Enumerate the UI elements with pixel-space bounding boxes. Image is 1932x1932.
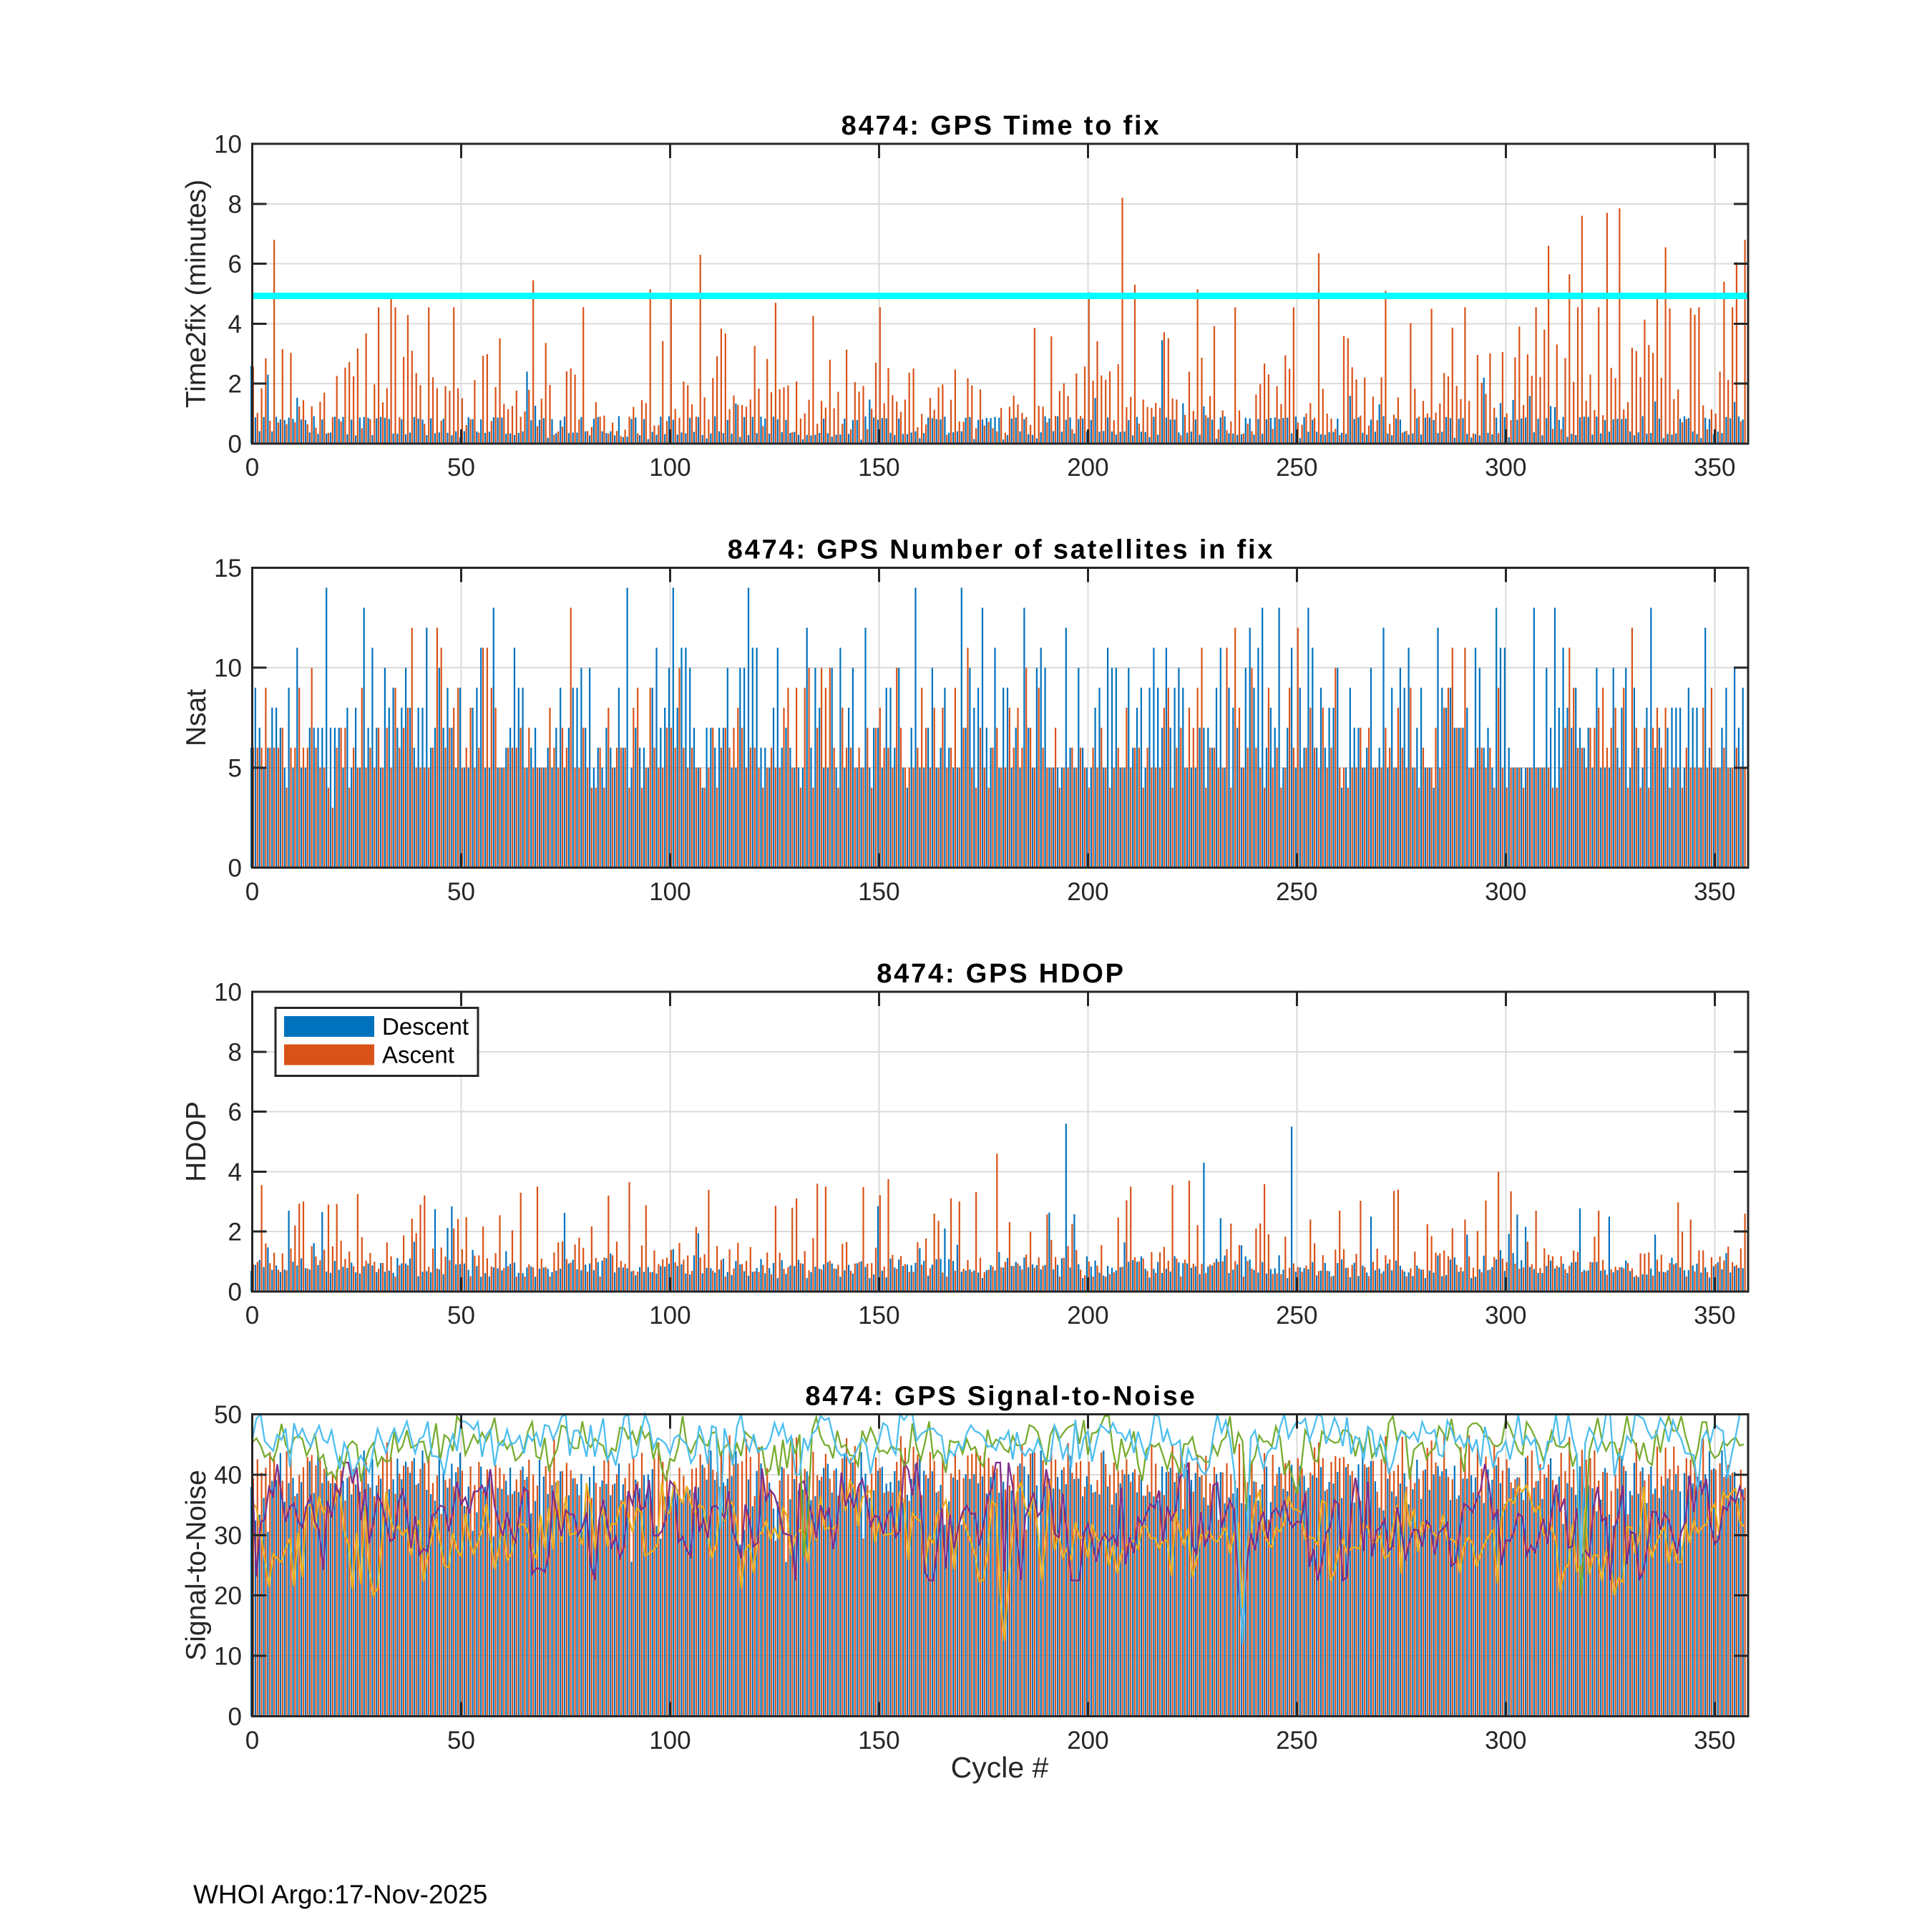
svg-text:4: 4 (228, 1158, 242, 1186)
svg-text:300: 300 (1485, 878, 1526, 906)
svg-text:10: 10 (214, 979, 242, 1007)
svg-text:250: 250 (1276, 454, 1317, 482)
svg-text:10: 10 (214, 131, 242, 159)
svg-text:0: 0 (228, 431, 242, 459)
svg-text:100: 100 (649, 454, 691, 482)
svg-text:50: 50 (214, 1401, 242, 1429)
svg-text:0: 0 (228, 1279, 242, 1307)
svg-text:40: 40 (214, 1461, 242, 1489)
svg-text:10: 10 (214, 1643, 242, 1671)
svg-text:300: 300 (1485, 1302, 1526, 1330)
svg-text:350: 350 (1694, 454, 1735, 482)
svg-text:Descent: Descent (382, 1013, 469, 1040)
svg-text:50: 50 (447, 1302, 475, 1330)
svg-text:50: 50 (447, 1727, 475, 1755)
svg-text:50: 50 (447, 454, 475, 482)
svg-text:10: 10 (214, 655, 242, 683)
svg-text:200: 200 (1067, 1302, 1108, 1330)
svg-text:Time2fix (minutes): Time2fix (minutes) (181, 180, 212, 408)
svg-text:8474: GPS Number of satellites: 8474: GPS Number of satellites in fix (728, 535, 1275, 565)
svg-text:200: 200 (1067, 1727, 1108, 1755)
svg-text:250: 250 (1276, 1727, 1317, 1755)
svg-text:350: 350 (1694, 1727, 1735, 1755)
svg-text:30: 30 (214, 1522, 242, 1550)
svg-text:300: 300 (1485, 1727, 1526, 1755)
svg-text:250: 250 (1276, 1302, 1317, 1330)
svg-text:0: 0 (245, 878, 259, 906)
svg-text:0: 0 (245, 1727, 259, 1755)
svg-text:6: 6 (228, 250, 242, 278)
svg-text:100: 100 (649, 1302, 691, 1330)
svg-text:20: 20 (214, 1582, 242, 1610)
svg-text:50: 50 (447, 878, 475, 906)
svg-text:Signal-to-Noise: Signal-to-Noise (181, 1470, 212, 1661)
svg-text:2: 2 (228, 1219, 242, 1246)
svg-text:0: 0 (228, 1703, 242, 1731)
svg-text:8474: GPS HDOP: 8474: GPS HDOP (877, 959, 1126, 989)
svg-text:5: 5 (228, 754, 242, 782)
svg-text:0: 0 (245, 1302, 259, 1330)
svg-text:8474: GPS Signal-to-Noise: 8474: GPS Signal-to-Noise (805, 1382, 1196, 1412)
svg-text:150: 150 (858, 454, 899, 482)
svg-text:Ascent: Ascent (382, 1042, 454, 1068)
svg-text:4: 4 (228, 311, 242, 338)
svg-text:8474: GPS Time to fix: 8474: GPS Time to fix (841, 111, 1161, 141)
svg-text:HDOP: HDOP (181, 1101, 212, 1182)
svg-text:100: 100 (649, 878, 691, 906)
svg-text:200: 200 (1067, 878, 1108, 906)
svg-text:8: 8 (228, 190, 242, 218)
svg-text:15: 15 (214, 555, 242, 582)
svg-text:6: 6 (228, 1098, 242, 1126)
svg-text:0: 0 (245, 454, 259, 482)
svg-text:Nsat: Nsat (181, 689, 212, 746)
svg-text:Cycle #: Cycle # (951, 1751, 1049, 1784)
svg-text:350: 350 (1694, 878, 1735, 906)
svg-text:8: 8 (228, 1038, 242, 1066)
svg-text:2: 2 (228, 371, 242, 399)
svg-text:0: 0 (228, 854, 242, 882)
svg-text:150: 150 (858, 1302, 899, 1330)
svg-text:150: 150 (858, 878, 899, 906)
svg-text:350: 350 (1694, 1302, 1735, 1330)
svg-text:250: 250 (1276, 878, 1317, 906)
svg-text:150: 150 (858, 1727, 899, 1755)
svg-text:100: 100 (649, 1727, 691, 1755)
svg-text:WHOI Argo:17-Nov-2025: WHOI Argo:17-Nov-2025 (193, 1880, 487, 1909)
svg-text:300: 300 (1485, 454, 1526, 482)
svg-text:200: 200 (1067, 454, 1108, 482)
